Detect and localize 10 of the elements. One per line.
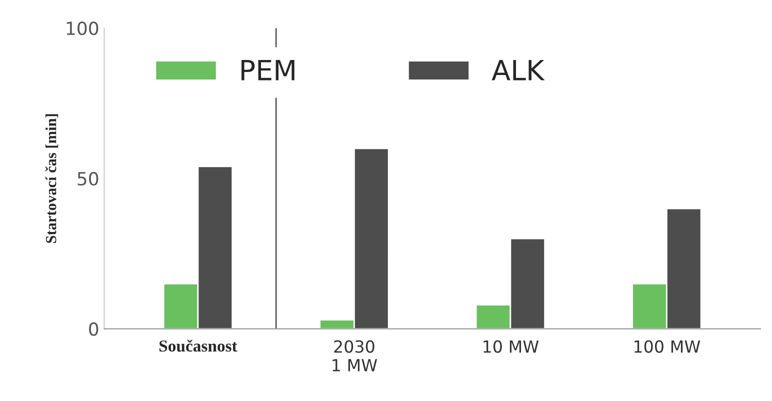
y-tick-label: 0 [89, 322, 98, 336]
y-tick-label: 100 [66, 22, 98, 36]
x-tick-label: Současnost [159, 340, 238, 352]
legend-label: PEM [242, 60, 294, 80]
x-tick-label: 10 MW [484, 340, 539, 353]
y-axis-title: Startovací čas [min] [45, 114, 58, 243]
legend-label: ALK [492, 60, 545, 80]
x-tick-label: 2030 1 MW [332, 340, 378, 372]
x-tick-label: 100 MW [634, 340, 700, 353]
y-tick-label: 50 [78, 172, 98, 186]
